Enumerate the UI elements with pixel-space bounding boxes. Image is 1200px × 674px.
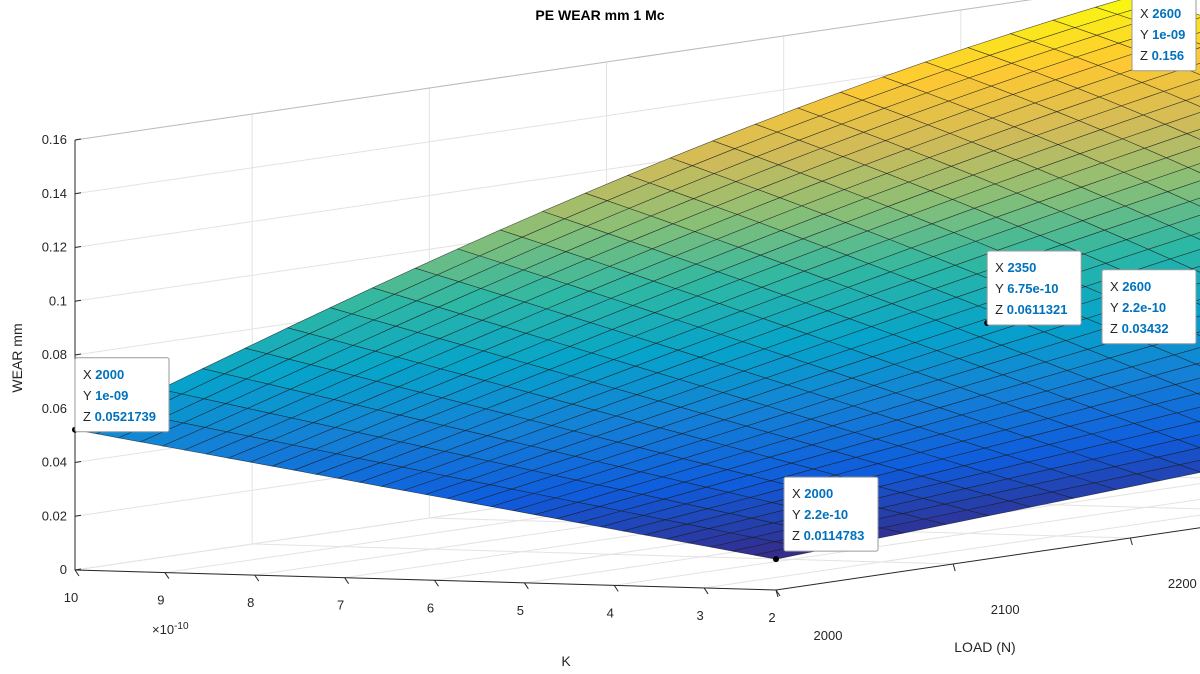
datatip-marker xyxy=(773,556,779,563)
datatip-box xyxy=(783,476,879,552)
y-exponent-label: ×10-10 xyxy=(152,621,189,637)
z-tick-label: 0.08 xyxy=(42,347,67,362)
x-tick-label: 2200 xyxy=(1168,576,1197,591)
x-grid-line xyxy=(252,543,954,565)
box-edge xyxy=(74,0,1033,141)
datatip-y: Y 1e-09 xyxy=(1140,27,1185,42)
z-tick-mark xyxy=(74,353,82,356)
x-tick-label: 2100 xyxy=(991,602,1020,617)
y-axis-label: K xyxy=(561,653,571,669)
y-tick-mark xyxy=(703,587,709,595)
datatip[interactable]: X 2600 Y 1e-09 Z 0.156 xyxy=(1131,0,1197,72)
datatip-box xyxy=(1131,0,1197,72)
datatip[interactable]: X 2000 Y 2.2e-10 Z 0.0114783 xyxy=(773,476,879,563)
y-tick-mark xyxy=(344,577,350,584)
datatip-x: X 2600 xyxy=(1110,279,1151,294)
datatip-x: X 2000 xyxy=(792,486,833,501)
datatip-z: Z 0.0114783 xyxy=(792,528,864,543)
datatip-y: Y 1e-09 xyxy=(83,388,128,403)
z-tick-mark xyxy=(74,138,82,141)
datatip[interactable]: X 2350 Y 6.75e-10 Z 0.0611321 xyxy=(984,250,1082,327)
y-grid-line xyxy=(524,483,1200,584)
z-tick-label: 0.1 xyxy=(49,293,67,308)
datatip-y: Y 2.2e-10 xyxy=(792,507,848,522)
datatips: X 2600 Y 1e-09 Z 0.156 X 2350 Y 6.75e-10 Z 0.… xyxy=(72,0,1200,563)
z-tick-label: 0.16 xyxy=(42,132,67,147)
y-grid-line xyxy=(704,514,1200,589)
datatip-z: Z 0.03432 xyxy=(1110,321,1169,336)
datatip-x: X 2350 xyxy=(995,260,1036,275)
y-tick-label: 3 xyxy=(696,608,703,623)
tick-labels: 0 0.02 0.04 0.06 0.08 0.1 0.12 0.14 0.16 2000 2100… xyxy=(42,132,1197,643)
datatip-z: Z 0.156 xyxy=(1140,48,1184,63)
z-tick-mark xyxy=(74,246,82,248)
y-tick-mark xyxy=(434,579,439,587)
z-tick-mark xyxy=(74,192,82,195)
y-tick-label: 9 xyxy=(157,593,164,608)
z-tick-mark xyxy=(74,461,82,463)
y-tick-mark xyxy=(164,572,170,579)
datatip-box xyxy=(986,250,1082,326)
datatip-y: Y 2.2e-10 xyxy=(1110,300,1166,315)
surface-patch xyxy=(1192,299,1200,305)
z-tick-label: 0.06 xyxy=(42,401,67,416)
z-tick-mark xyxy=(74,299,82,302)
datatip[interactable]: X 2000 Y 1e-09 Z 0.0521739 xyxy=(72,357,170,433)
y-tick-label: 2 xyxy=(768,610,775,625)
datatip-box xyxy=(74,357,170,433)
datatip-z: Z 0.0521739 xyxy=(83,409,156,424)
y-tick-label: 7 xyxy=(337,598,344,613)
y-tick-label: 4 xyxy=(607,605,614,620)
x-tick-mark xyxy=(952,563,956,572)
z-tick-mark xyxy=(74,568,82,571)
y-tick-mark xyxy=(613,585,619,592)
y-tick-label: 6 xyxy=(427,600,434,615)
z-tick-label: 0 xyxy=(60,562,67,577)
z-axis-label: WEAR mm xyxy=(9,323,25,392)
y-tick-mark xyxy=(523,582,529,590)
y-tick-label: 8 xyxy=(247,595,254,610)
datatip-x: X 2000 xyxy=(83,367,124,382)
x-axis-label: LOAD (N) xyxy=(954,639,1015,655)
y-tick-label: 5 xyxy=(517,603,524,618)
z-tick-label: 0.02 xyxy=(42,508,67,523)
y-axis-line xyxy=(74,569,777,591)
datatip-z: Z 0.0611321 xyxy=(995,302,1067,317)
y-tick-label: 10 xyxy=(64,590,78,605)
y-tick-mark xyxy=(254,574,260,582)
y-grid-line xyxy=(614,498,1200,586)
y-tick-mark xyxy=(775,589,781,597)
z-tick-label: 0.14 xyxy=(42,186,67,201)
z-tick-label: 0.12 xyxy=(42,240,67,255)
datatip-box xyxy=(1101,269,1197,345)
chart-title: PE WEAR mm 1 Mc xyxy=(535,7,664,23)
datatip-x: X 2600 xyxy=(1140,6,1181,21)
datatip[interactable]: X 2600 Y 2.2e-10 Z 0.03432 xyxy=(1101,269,1200,345)
datatip-y: Y 6.75e-10 xyxy=(995,281,1058,296)
y-tick-mark xyxy=(74,569,80,577)
x-tick-mark xyxy=(1129,537,1133,546)
x-tick-label: 2000 xyxy=(814,628,843,643)
z-tick-mark xyxy=(74,514,82,517)
surface-patch xyxy=(1193,331,1200,337)
z-tick-label: 0.04 xyxy=(42,455,67,470)
